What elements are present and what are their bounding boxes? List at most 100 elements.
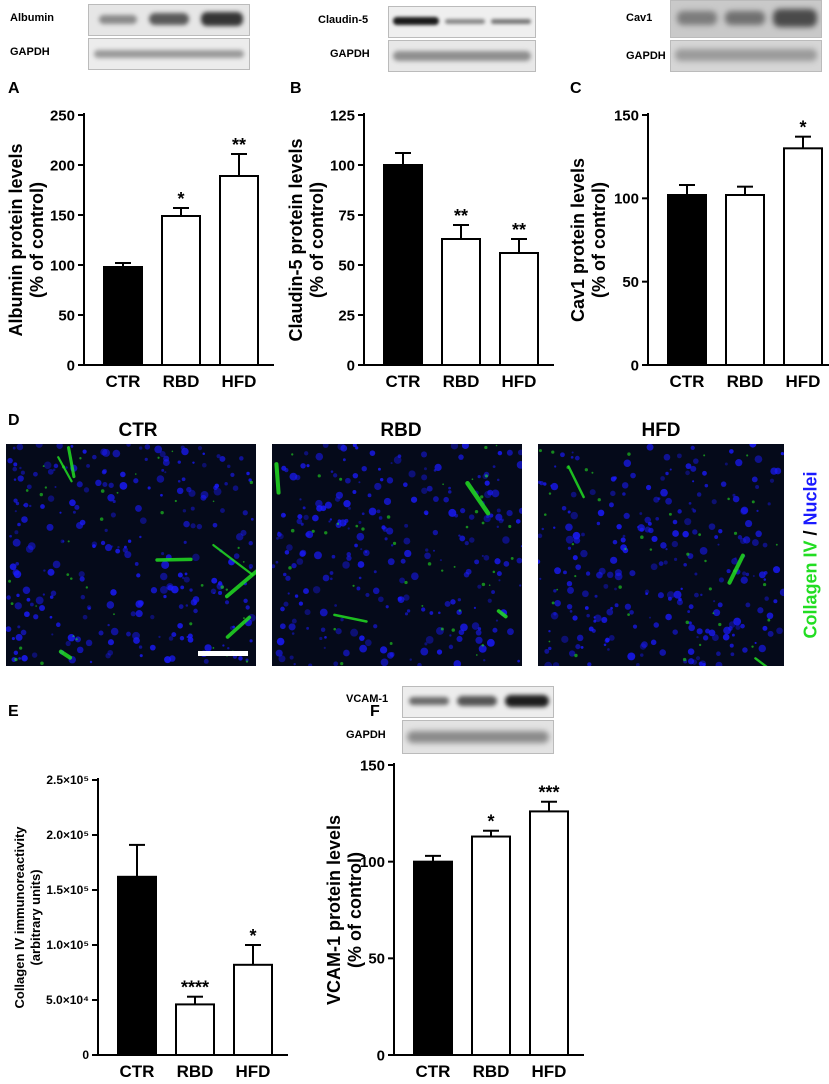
nucleus bbox=[516, 557, 522, 564]
collagen-speck bbox=[480, 495, 484, 499]
nucleus bbox=[360, 548, 363, 551]
collagen-speck bbox=[361, 527, 365, 531]
nucleus bbox=[284, 468, 289, 473]
nucleus bbox=[669, 468, 672, 471]
collagen-speck bbox=[355, 524, 359, 528]
bar-rbd bbox=[471, 835, 511, 1056]
y-axis-title: (% of control) bbox=[589, 182, 609, 298]
nucleus bbox=[335, 628, 342, 635]
collagen-speck bbox=[200, 584, 204, 587]
collagen-speck bbox=[746, 454, 749, 457]
nucleus bbox=[646, 444, 654, 451]
nucleus bbox=[82, 449, 87, 454]
nucleus bbox=[6, 595, 11, 600]
nucleus bbox=[580, 646, 584, 649]
nucleus bbox=[448, 486, 451, 490]
y-tick-label: 125 bbox=[330, 107, 355, 124]
nucleus bbox=[248, 564, 254, 569]
nucleus bbox=[22, 586, 31, 595]
nucleus bbox=[425, 636, 434, 644]
collagen-speck bbox=[682, 657, 687, 662]
nucleus bbox=[120, 471, 126, 478]
nucleus bbox=[756, 509, 759, 512]
nucleus bbox=[460, 508, 466, 514]
nucleus bbox=[612, 539, 618, 545]
nucleus bbox=[432, 529, 439, 536]
bar-ctr bbox=[667, 194, 707, 366]
claudin-blot-label: Claudin-5 bbox=[318, 14, 369, 26]
collagen-speck bbox=[732, 569, 736, 573]
nucleus bbox=[359, 644, 368, 653]
nucleus bbox=[127, 539, 132, 543]
nucleus bbox=[688, 502, 692, 505]
nucleus bbox=[79, 576, 85, 582]
x-tick-label: RBD bbox=[727, 372, 764, 391]
micrograph-texture bbox=[272, 444, 522, 666]
y-axis-title: (arbitrary units) bbox=[28, 869, 43, 965]
vcam-gapdh-band-image bbox=[402, 720, 554, 754]
nucleus bbox=[774, 467, 782, 475]
collagen-speck bbox=[75, 638, 78, 641]
nucleus bbox=[135, 610, 143, 618]
stain-legend-green: Collagen IV bbox=[800, 540, 821, 639]
collagen-speck bbox=[113, 613, 115, 616]
nucleus bbox=[660, 488, 668, 497]
collagen-speck bbox=[67, 540, 70, 543]
nucleus bbox=[29, 602, 34, 607]
nucleus bbox=[47, 468, 54, 475]
chart-f: 0 50 100 150 CTR * RBD *** HFD VCAM-1 protein lev… bbox=[324, 757, 584, 1081]
nucleus bbox=[236, 533, 244, 541]
nucleus bbox=[126, 444, 131, 447]
nucleus bbox=[313, 551, 322, 560]
nucleus bbox=[203, 658, 209, 664]
nucleus bbox=[755, 530, 762, 538]
nucleus bbox=[137, 600, 144, 607]
stain-legend-separator: / bbox=[800, 525, 821, 541]
nucleus bbox=[130, 611, 136, 617]
nucleus bbox=[740, 623, 745, 629]
collagen-speck bbox=[160, 510, 164, 515]
collagen-speck bbox=[389, 642, 393, 645]
nucleus bbox=[658, 561, 664, 567]
nucleus bbox=[465, 568, 472, 575]
nucleus bbox=[572, 555, 578, 561]
collagen-speck bbox=[551, 450, 555, 454]
nucleus bbox=[52, 468, 56, 472]
nucleus bbox=[708, 629, 716, 637]
nucleus bbox=[651, 535, 658, 543]
nucleus bbox=[181, 447, 189, 456]
nucleus bbox=[15, 633, 23, 641]
nucleus bbox=[404, 612, 409, 616]
nucleus bbox=[570, 491, 577, 498]
collagen-speck bbox=[14, 657, 18, 662]
collagen-speck bbox=[242, 560, 245, 563]
nucleus bbox=[245, 605, 250, 610]
nucleus bbox=[280, 606, 285, 612]
nucleus bbox=[712, 634, 719, 641]
collagen-speck bbox=[392, 541, 397, 545]
chart-c: 0 50 100 150 CTR RBD * HFD Cav1 protein levels (%… bbox=[568, 107, 829, 391]
nucleus bbox=[333, 473, 338, 478]
nucleus bbox=[655, 516, 660, 521]
nucleus bbox=[735, 459, 743, 467]
nucleus bbox=[425, 548, 429, 552]
nucleus bbox=[160, 586, 168, 594]
nucleus bbox=[687, 610, 691, 613]
nucleus bbox=[361, 466, 367, 472]
nucleus bbox=[518, 507, 522, 514]
nucleus bbox=[233, 553, 240, 559]
nucleus bbox=[732, 633, 735, 637]
bar-hfd bbox=[529, 810, 569, 1057]
nucleus bbox=[249, 639, 253, 643]
cav1-blot-label: Cav1 bbox=[626, 12, 653, 24]
nucleus bbox=[19, 466, 22, 470]
nucleus bbox=[14, 510, 17, 513]
nucleus bbox=[33, 471, 38, 477]
nucleus bbox=[179, 635, 185, 641]
nucleus bbox=[622, 534, 626, 538]
nucleus bbox=[737, 535, 743, 540]
nucleus bbox=[15, 561, 20, 566]
cav1-gapdh-label: GAPDH bbox=[626, 50, 666, 62]
collagen-speck bbox=[475, 654, 478, 656]
nucleus bbox=[495, 513, 503, 521]
